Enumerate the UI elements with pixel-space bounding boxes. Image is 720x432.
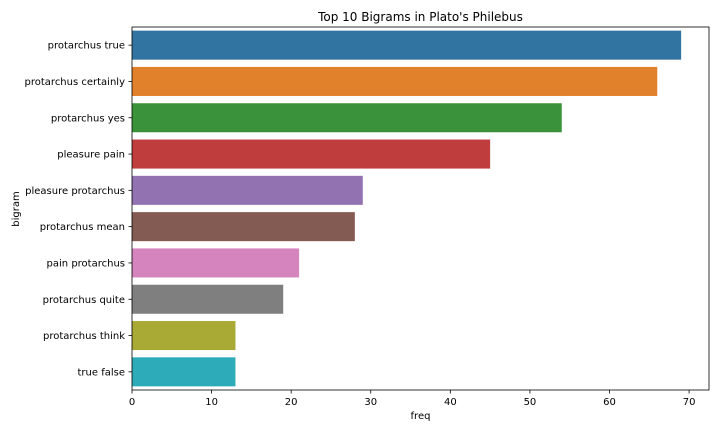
y-axis-label: bigram — [11, 191, 22, 226]
y-tick-label: protarchus yes — [51, 113, 125, 124]
bar-protarchus-mean — [132, 212, 355, 242]
x-tick-label: 30 — [364, 397, 377, 408]
y-tick-label: protarchus certainly — [25, 77, 126, 88]
y-tick-label: protarchus quite — [43, 295, 125, 306]
x-axis-label: freq — [411, 411, 431, 422]
x-tick-label: 70 — [683, 397, 696, 408]
x-tick-label: 0 — [129, 397, 135, 408]
bars-layer — [132, 30, 682, 387]
y-tick-label: protarchus mean — [40, 222, 125, 233]
y-tick-label: pain protarchus — [47, 258, 125, 269]
x-tick-label: 40 — [444, 397, 457, 408]
x-tick-label: 50 — [524, 397, 537, 408]
bar-pleasure-protarchus — [132, 175, 363, 205]
bar-protarchus-think — [132, 321, 236, 351]
bar-protarchus-quite — [132, 284, 284, 314]
y-tick-label: pleasure pain — [57, 150, 125, 161]
bar-protarchus-yes — [132, 103, 562, 133]
x-axis: 0 10 20 30 40 50 60 70 — [129, 390, 696, 408]
y-tick-label: pleasure protarchus — [25, 186, 125, 197]
y-axis: protarchus true protarchus certainly prota… — [25, 41, 132, 378]
bar-pleasure-pain — [132, 139, 491, 169]
chart-title: Top 10 Bigrams in Plato's Philebus — [317, 10, 523, 24]
x-tick-label: 10 — [205, 397, 218, 408]
y-tick-label: protarchus true — [48, 41, 125, 52]
x-tick-label: 20 — [285, 397, 298, 408]
bar-true-false — [132, 357, 236, 387]
bar-protarchus-certainly — [132, 66, 658, 96]
x-tick-label: 60 — [603, 397, 616, 408]
y-tick-label: protarchus think — [43, 331, 125, 342]
bar-protarchus-true — [132, 30, 682, 60]
plot-frame — [131, 26, 710, 391]
bar-pain-protarchus — [132, 248, 300, 278]
y-tick-label: true false — [78, 367, 126, 378]
